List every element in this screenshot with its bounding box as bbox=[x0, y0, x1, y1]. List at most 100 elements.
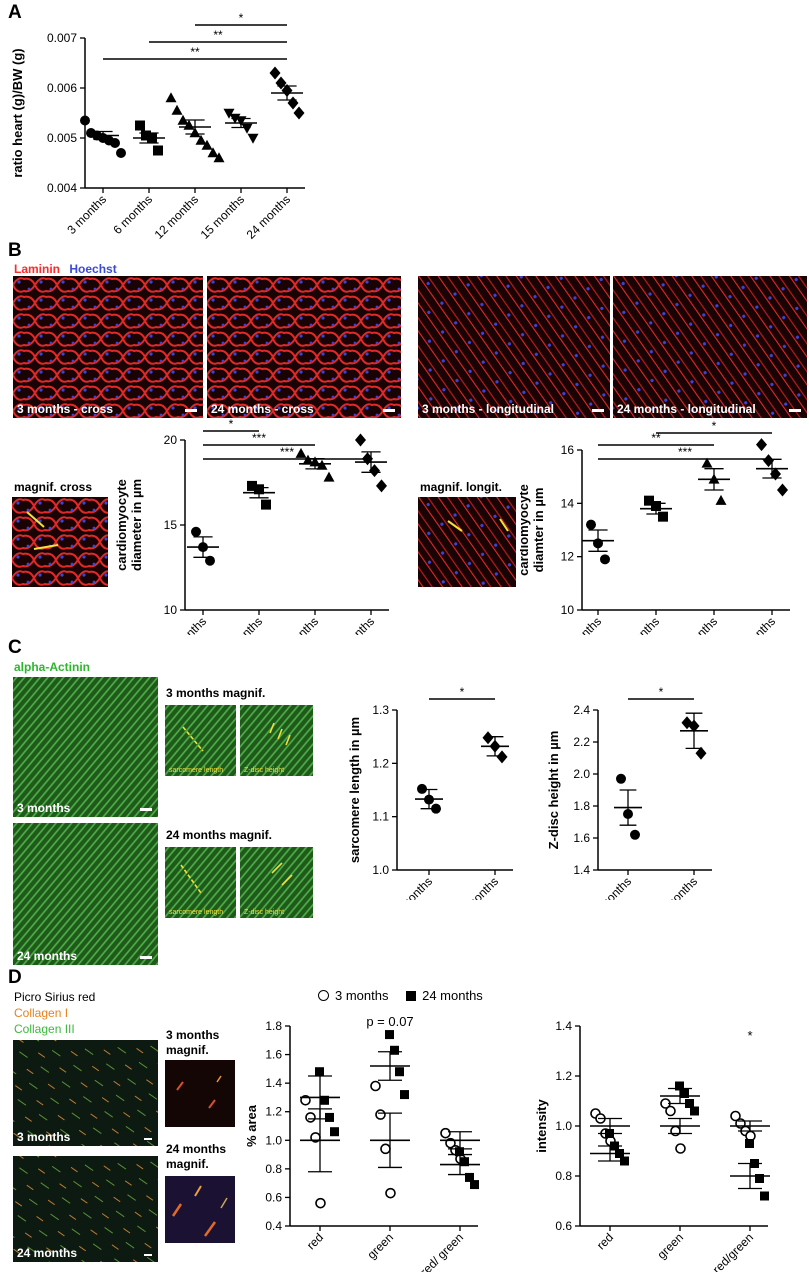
d-3m-magnif-image bbox=[165, 1060, 235, 1127]
y-tick-label: 1.4 bbox=[265, 1076, 282, 1090]
y-axis-label: diamter in µm bbox=[531, 488, 546, 573]
data-point bbox=[715, 494, 727, 505]
data-point bbox=[777, 483, 788, 497]
scale-bar bbox=[144, 1138, 152, 1140]
scale-bar bbox=[185, 409, 197, 412]
legend-open-circle-icon bbox=[318, 990, 329, 1001]
scale-bar bbox=[144, 1254, 152, 1256]
data-point bbox=[470, 1180, 479, 1190]
data-point bbox=[375, 1109, 386, 1120]
data-point bbox=[616, 773, 626, 784]
y-tick-label: 0.6 bbox=[265, 1190, 282, 1204]
data-point bbox=[440, 1127, 451, 1139]
y-tick-label: 0.8 bbox=[265, 1162, 282, 1176]
y-tick-label: 1.3 bbox=[372, 703, 389, 717]
scale-bar bbox=[789, 409, 801, 412]
x-tick-label: red bbox=[594, 1230, 616, 1252]
x-tick-label: 24 months bbox=[651, 874, 701, 900]
y-tick-label: 1.0 bbox=[555, 1119, 572, 1133]
micrograph-b-24m-cross: 24 months - cross bbox=[207, 276, 401, 418]
x-tick-label: 3 months bbox=[390, 874, 435, 900]
chart-intensity: 0.6 0.8 1.0 1.2 1.4 red green ratio red/green in… bbox=[534, 1019, 770, 1272]
data-point bbox=[165, 92, 177, 103]
panel-label-c: C bbox=[8, 637, 22, 658]
zdisc-height-caption: Z-disc height bbox=[244, 909, 285, 916]
data-point bbox=[385, 1187, 396, 1199]
magnif-longit-texture bbox=[418, 497, 516, 587]
data-point bbox=[675, 1143, 686, 1154]
data-point bbox=[330, 1127, 339, 1137]
data-point bbox=[293, 106, 305, 120]
y-tick-label: 1.8 bbox=[573, 799, 590, 813]
data-point bbox=[247, 133, 259, 144]
data-point bbox=[770, 467, 781, 481]
data-point bbox=[315, 1197, 326, 1209]
collagen3-label: Collagen III bbox=[14, 1022, 75, 1036]
data-point bbox=[325, 1112, 334, 1122]
x-tick-label: 6 months bbox=[110, 192, 155, 237]
magnif-cross-label: magnif. cross bbox=[14, 480, 93, 494]
sirius-label: Picro Sirius red bbox=[14, 990, 96, 1004]
x-tick-label: green bbox=[365, 1230, 397, 1262]
chart-longit-diameter: 10 12 14 16 3 months 12 months 15 months 24 mon… bbox=[520, 419, 790, 635]
y-tick-label: 1.2 bbox=[265, 1105, 282, 1119]
data-point bbox=[455, 1147, 464, 1157]
micrograph-b-24m-longit: 24 months - longitudinal bbox=[613, 276, 807, 418]
c-24m-zdisc-image: Z-disc height bbox=[240, 847, 313, 918]
tile-caption: 24 months - longitudinal bbox=[617, 402, 756, 416]
y-axis-label: cardiomyocyte bbox=[114, 479, 129, 571]
chart-percent-area: 0.4 0.6 0.8 1.0 1.2 1.4 1.6 1.8 red green ratio re… bbox=[244, 1014, 480, 1272]
y-tick-label: 14 bbox=[561, 496, 575, 510]
legend-3-months: 3 months bbox=[335, 988, 389, 1003]
y-axis-label: sarcomere length in µm bbox=[347, 717, 362, 863]
y-axis-label: ratio heart (g)/BW (g) bbox=[10, 48, 25, 177]
tile-caption: 3 months bbox=[17, 801, 71, 815]
significance-label: * bbox=[239, 11, 244, 25]
x-tick-label: 24 months bbox=[452, 874, 502, 900]
data-point bbox=[670, 1125, 681, 1137]
magnif-cross-texture bbox=[12, 497, 108, 587]
data-point bbox=[171, 104, 183, 115]
sarcomere-length-caption: sarcomere length bbox=[169, 767, 224, 774]
x-tick-label: 12 months bbox=[152, 192, 202, 240]
x-tick-label: 3 months bbox=[589, 874, 634, 900]
x-tick-label: 3 months bbox=[164, 614, 209, 635]
data-point bbox=[482, 731, 494, 745]
y-tick-label: 2.4 bbox=[573, 703, 590, 717]
laminin-longit-texture bbox=[418, 276, 610, 418]
data-point bbox=[201, 139, 213, 150]
significance-label: ** bbox=[213, 28, 223, 42]
y-tick-label: 12 bbox=[561, 550, 575, 564]
data-point bbox=[369, 464, 380, 478]
data-point bbox=[223, 108, 235, 119]
panel-label-b: B bbox=[8, 240, 22, 261]
sirius-magnif-texture bbox=[176, 1075, 222, 1109]
data-point bbox=[600, 554, 610, 565]
tile-caption: 3 months - longitudinal bbox=[422, 402, 554, 416]
y-tick-label: 1.0 bbox=[265, 1133, 282, 1147]
data-point bbox=[141, 130, 151, 141]
c-24m-sarcomere-image: sarcomere length bbox=[165, 847, 236, 918]
data-point bbox=[153, 145, 163, 156]
data-point bbox=[207, 147, 219, 158]
laminin-longit-texture bbox=[613, 276, 807, 418]
x-tick-label: 3 months bbox=[559, 614, 604, 635]
chart-cross-diameter: 10 15 20 3 months 12 months 15 months 24 month… bbox=[114, 417, 389, 635]
data-point bbox=[247, 480, 257, 491]
chart-sarcomere-length: 1.0 1.1 1.2 1.3 3 months 24 months sarcomere l… bbox=[347, 685, 513, 900]
chart-zdisc-height: 1.4 1.6 1.8 2.0 2.2 2.4 3 months 24 months Z-dis… bbox=[546, 685, 712, 900]
magnif-longit-label: magnif. longit. bbox=[420, 480, 502, 494]
y-tick-label: 0.6 bbox=[555, 1219, 572, 1233]
x-tick-label: 24 months bbox=[244, 192, 294, 240]
actinin-label: alpha-Actinin bbox=[14, 660, 91, 674]
x-tick-label: 3 months bbox=[64, 192, 109, 237]
data-point bbox=[756, 438, 767, 452]
significance-label: * bbox=[712, 419, 717, 433]
x-tick-label: 15 months bbox=[198, 192, 248, 240]
micrograph-c-3m: 3 months bbox=[13, 677, 158, 817]
data-point bbox=[315, 1067, 324, 1077]
x-tick-label: 12 months bbox=[216, 614, 266, 635]
data-point bbox=[675, 1081, 684, 1091]
data-point bbox=[323, 471, 335, 482]
